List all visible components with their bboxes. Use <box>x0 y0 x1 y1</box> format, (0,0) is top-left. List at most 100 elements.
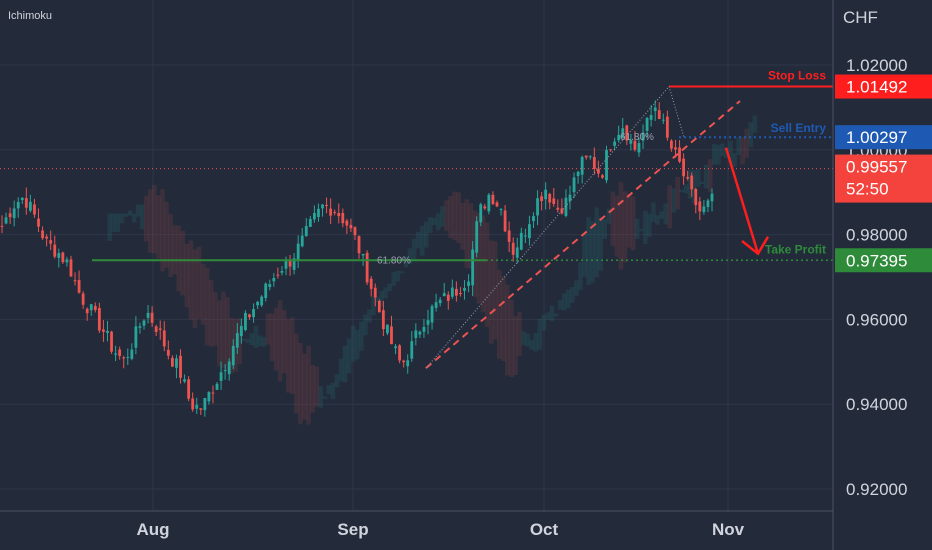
candle-body <box>528 224 531 239</box>
cloud-segment <box>744 128 750 158</box>
candle-body <box>345 220 349 226</box>
cloud-segment <box>302 353 307 420</box>
cloud-segment <box>212 292 218 346</box>
candle-body <box>455 288 458 296</box>
cloud-segment <box>217 300 222 367</box>
y-tick-label: 0.98000 <box>846 226 907 245</box>
cloud-segment <box>172 225 177 275</box>
cloud-segment <box>330 382 336 400</box>
candle-body <box>665 116 669 138</box>
cloud-segment <box>135 204 141 217</box>
down-arrow[interactable] <box>724 147 760 255</box>
candle-body <box>653 107 657 112</box>
cloud-segment <box>622 191 628 263</box>
cloud-segment <box>298 342 303 425</box>
candle-body <box>223 370 227 372</box>
cloud-segment <box>363 314 368 336</box>
x-tick-label: Aug <box>136 520 169 539</box>
cloud-segment <box>492 241 498 340</box>
cloud-segment <box>338 358 344 382</box>
cloud-segment <box>127 210 133 216</box>
take-profit-badge: 0.97395 <box>835 248 932 273</box>
cloud-segment <box>359 321 364 351</box>
candle-body <box>203 397 207 411</box>
cloud-segment <box>712 144 717 165</box>
cloud-segment <box>448 196 453 238</box>
cloud-segment <box>586 217 591 285</box>
y-tick-label: 0.94000 <box>846 395 907 414</box>
cloud-segment <box>476 212 482 304</box>
candle-body <box>686 176 690 179</box>
cloud-segment <box>505 284 510 376</box>
candle-body <box>467 281 470 286</box>
candle-body <box>479 204 483 223</box>
cloud-segment <box>695 169 701 188</box>
cloud-segment <box>647 213 652 237</box>
candle-body <box>544 189 548 200</box>
candle-body <box>333 211 337 213</box>
cloud-segment <box>156 194 161 259</box>
cloud-segment <box>570 287 575 303</box>
candle-body <box>576 171 580 176</box>
candle-body <box>191 398 195 410</box>
candle-body <box>706 200 710 208</box>
stop-loss-badge: 1.01492 <box>835 74 932 99</box>
take-profit-value: 0.97395 <box>846 251 907 270</box>
cloud-segment <box>423 221 429 248</box>
cloud-segment <box>720 143 725 157</box>
candle-body <box>154 326 158 333</box>
cloud-segment <box>440 206 445 227</box>
cloud-segment <box>578 262 583 291</box>
candle-body <box>487 194 491 212</box>
cloud-segment <box>403 256 409 268</box>
candle-body <box>588 156 592 158</box>
cloud-segment <box>736 137 741 155</box>
candle-body <box>199 408 203 410</box>
candle-body <box>617 134 621 141</box>
candle-body <box>325 204 328 206</box>
cloud-segment <box>541 314 547 331</box>
cloud-segment <box>651 202 656 223</box>
candle-body <box>365 252 369 283</box>
candle-body <box>568 194 572 201</box>
cloud-segment <box>574 280 579 297</box>
candle-body <box>93 306 97 310</box>
cloud-segment <box>638 228 644 232</box>
cloud-segment <box>168 213 173 277</box>
cloud-segment <box>464 199 470 268</box>
price-axis[interactable]: 1.020001.000000.980000.960000.940000.920… <box>846 56 907 499</box>
candle-body <box>248 314 251 318</box>
cloud-segment <box>655 215 660 225</box>
candle-body <box>511 242 515 255</box>
candle-body <box>252 309 255 318</box>
cloud-segment <box>748 122 754 148</box>
candle-body <box>450 287 454 297</box>
cloud-segment <box>318 385 324 408</box>
candle-body <box>69 259 73 277</box>
x-tick-label: Oct <box>530 520 559 539</box>
cloud-segment <box>294 333 299 414</box>
cloud-segment <box>687 169 693 200</box>
candle-body <box>710 193 714 202</box>
candle-body <box>276 274 280 276</box>
candle-body <box>552 198 556 204</box>
time-axis[interactable]: Aug Sep Oct Nov <box>136 520 744 539</box>
candle-body <box>519 232 523 250</box>
cloud-segment <box>387 283 392 292</box>
trend-line[interactable] <box>425 100 741 369</box>
cloud-segment <box>537 318 543 350</box>
cloud-segment <box>354 329 360 360</box>
candle-body <box>503 210 507 232</box>
cloud-segment <box>484 222 490 327</box>
candle-body <box>601 175 604 178</box>
candle-body <box>0 225 4 227</box>
candle-body <box>138 326 142 328</box>
cloud-segment <box>456 192 461 244</box>
candle-body <box>605 150 608 181</box>
candle-body <box>268 283 272 287</box>
cloud-segment <box>200 263 206 325</box>
cloud-segment <box>480 215 486 313</box>
cloud-segment <box>590 221 595 283</box>
cloud-segment <box>699 181 705 185</box>
